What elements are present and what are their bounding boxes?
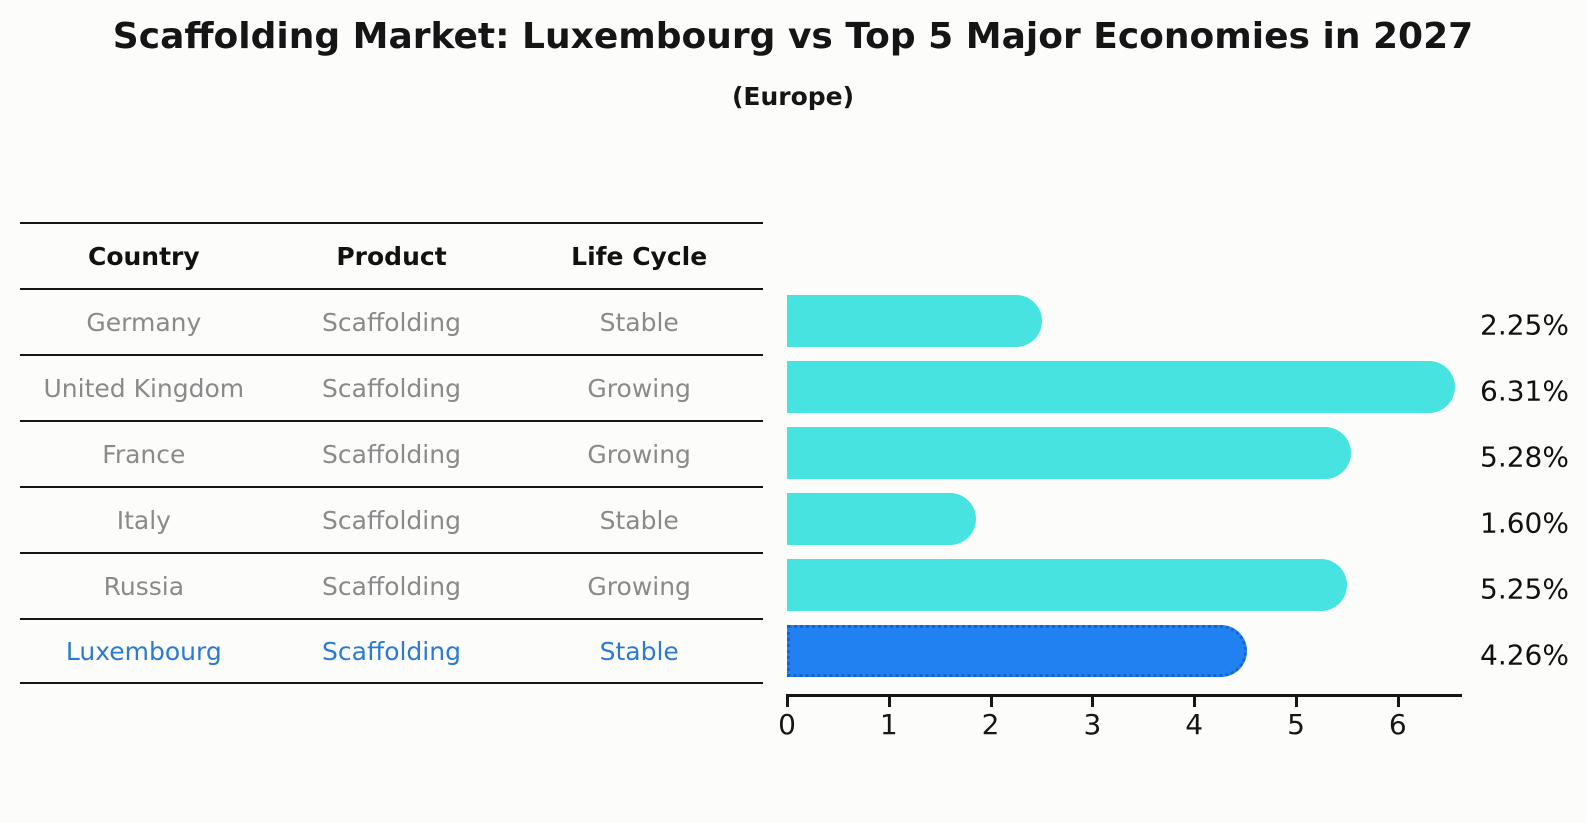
x-axis-tick-label-4: 4 [1185, 708, 1204, 741]
x-axis-tick-label-3: 3 [1083, 708, 1102, 741]
value-label-russia: 5.25% [1480, 572, 1569, 606]
cell-country: Germany [86, 307, 202, 337]
cell-life_cycle: Stable [599, 636, 679, 666]
cell-product: Scaffolding [322, 307, 461, 337]
value-label-united-kingdom: 6.31% [1480, 374, 1569, 408]
column-header-product: Product [336, 241, 447, 271]
value-label-luxembourg: 4.26% [1480, 638, 1569, 672]
cell-life_cycle: Stable [599, 307, 679, 337]
x-axis-tick-0 [786, 697, 789, 707]
table-row-luxembourg: Luxembourg Scaffolding Stable [20, 618, 763, 684]
bar-united-kingdom [787, 361, 1456, 413]
cell-country: United Kingdom [43, 373, 245, 403]
cell-product: Scaffolding [322, 571, 461, 601]
bar-france [787, 427, 1351, 479]
x-axis-tick-5 [1295, 697, 1298, 707]
cell-country: Italy [116, 505, 171, 535]
table-header-row: Country Product Life Cycle [20, 222, 763, 288]
cell-product: Scaffolding [322, 439, 461, 469]
cell-country: Russia [103, 571, 185, 601]
x-axis-tick-label-1: 1 [879, 708, 898, 741]
bar-germany [787, 295, 1043, 347]
cell-life_cycle: Growing [587, 373, 691, 403]
cell-life_cycle: Stable [599, 505, 679, 535]
cell-product: Scaffolding [322, 505, 461, 535]
x-axis-tick-4 [1193, 697, 1197, 707]
x-axis-tick-2 [989, 697, 993, 707]
bar-italy [787, 493, 976, 545]
table-row-france: France Scaffolding Growing [20, 420, 763, 486]
table-row-germany: Germany Scaffolding Stable [20, 288, 763, 354]
table-row-italy: Italy Scaffolding Stable [20, 486, 763, 552]
value-label-germany: 2.25% [1480, 308, 1569, 342]
x-axis-tick-3 [1091, 697, 1095, 707]
bar-luxembourg [787, 625, 1247, 677]
cell-country: Luxembourg [65, 636, 222, 666]
column-header-life-cycle: Life Cycle [571, 241, 708, 271]
x-axis-tick-label-5: 5 [1287, 708, 1305, 741]
x-axis-tick-label-0: 0 [778, 708, 796, 741]
x-axis-tick-6 [1396, 697, 1400, 707]
value-label-france: 5.28% [1480, 440, 1569, 474]
table-row-russia: Russia Scaffolding Growing [20, 552, 763, 618]
x-axis-tick-1 [887, 697, 891, 707]
chart-subtitle: (Europe) [731, 82, 855, 111]
cell-country: France [102, 439, 186, 469]
cell-life_cycle: Growing [587, 439, 691, 469]
value-label-italy: 1.60% [1480, 506, 1569, 540]
bar-russia [787, 559, 1348, 611]
cell-product: Scaffolding [322, 373, 461, 403]
x-axis-tick-label-6: 6 [1388, 708, 1407, 741]
cell-life_cycle: Growing [587, 571, 691, 601]
table-row-united-kingdom: United Kingdom Scaffolding Growing [20, 354, 763, 420]
x-axis-tick-label-2: 2 [981, 708, 1000, 741]
country-table: Country Product Life Cycle Germany Scaffoldi… [20, 222, 763, 684]
column-header-country: Country [87, 241, 200, 271]
cell-product: Scaffolding [322, 636, 461, 666]
chart-title: Scaffolding Market: Luxembourg vs Top 5 … [112, 16, 1474, 57]
x-axis-line [786, 694, 1462, 697]
